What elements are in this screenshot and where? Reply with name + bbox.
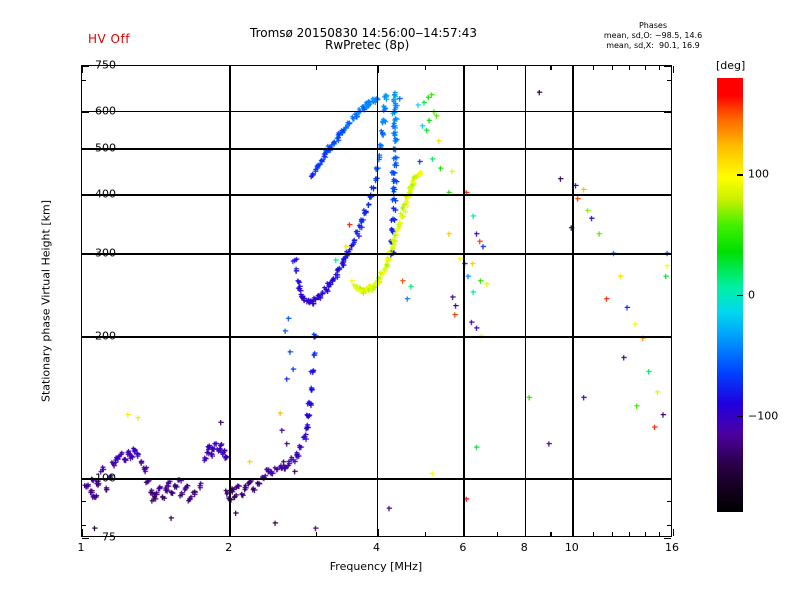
y-axis-tick bbox=[664, 479, 671, 481]
gridline-vertical bbox=[463, 66, 465, 536]
y-axis-tick bbox=[82, 80, 86, 82]
x-axis-tick-label: 10 bbox=[564, 541, 579, 554]
gridline-vertical bbox=[376, 66, 379, 536]
x-axis-tick bbox=[593, 532, 595, 536]
phase-stats-o-mode: mean, sd,O: −98.5, 14.6 bbox=[603, 31, 703, 40]
x-axis-tick bbox=[377, 529, 379, 536]
x-axis-tick-label: 6 bbox=[459, 541, 467, 554]
x-axis-tick-label: 4 bbox=[373, 541, 380, 554]
x-axis-tick bbox=[572, 529, 574, 536]
y-axis-tick bbox=[82, 111, 89, 113]
x-axis-tick bbox=[550, 66, 552, 70]
x-axis-tick bbox=[673, 529, 675, 536]
x-axis-tick bbox=[611, 532, 613, 536]
y-axis-tick bbox=[664, 149, 671, 151]
gridline-vertical bbox=[524, 66, 526, 536]
colorbar-unit-label: [deg] bbox=[716, 59, 746, 72]
x-axis-tick bbox=[316, 532, 318, 536]
colorbar-tick bbox=[737, 174, 743, 176]
x-axis-tick-label: 2 bbox=[225, 541, 233, 554]
x-axis-tick bbox=[644, 532, 646, 536]
y-axis-tick bbox=[664, 538, 671, 540]
y-axis-tick bbox=[82, 194, 89, 197]
x-axis-tick bbox=[628, 66, 630, 70]
x-axis-tick bbox=[316, 66, 318, 70]
x-axis-tick bbox=[550, 532, 552, 536]
x-axis-tick bbox=[82, 66, 84, 73]
x-axis-tick bbox=[525, 529, 527, 536]
x-axis-tick bbox=[377, 66, 379, 73]
x-axis-tick bbox=[572, 66, 574, 73]
phase-stats-x-mode: mean, sd,X: 90.1, 16.9 bbox=[606, 41, 700, 50]
colorbar-tick-label: −100 bbox=[748, 409, 779, 423]
x-axis-tick bbox=[425, 66, 427, 70]
ionogram-plot-area bbox=[81, 65, 675, 540]
x-axis-tick-label: 16 bbox=[665, 541, 679, 554]
y-axis-tick-label: 200 bbox=[95, 329, 116, 343]
x-axis-tick bbox=[229, 529, 231, 536]
colorbar-tick-label: 0 bbox=[748, 288, 755, 302]
x-axis-tick bbox=[463, 529, 466, 536]
y-axis-tick bbox=[664, 194, 671, 197]
y-axis-tick bbox=[82, 149, 89, 151]
gridline-horizontal bbox=[82, 336, 671, 338]
colorbar-tick bbox=[737, 295, 743, 297]
x-axis-tick bbox=[229, 66, 231, 73]
x-axis-tick bbox=[496, 66, 498, 70]
gridline-horizontal bbox=[82, 478, 671, 480]
y-axis-tick bbox=[664, 253, 671, 255]
chart-title-line2: RwPretec (8p) bbox=[325, 38, 410, 52]
y-axis-tick bbox=[664, 111, 671, 113]
x-axis-tick bbox=[425, 532, 427, 536]
y-axis-tick-label: 75 bbox=[102, 530, 116, 544]
phase-stats-heading: Phases bbox=[638, 21, 668, 30]
gridline-horizontal bbox=[82, 253, 671, 255]
gridline-horizontal bbox=[82, 110, 671, 113]
y-axis-tick bbox=[667, 524, 671, 526]
colorbar-tick bbox=[737, 415, 743, 417]
y-axis-tick-label: 100 bbox=[95, 471, 116, 485]
x-axis-tick bbox=[644, 66, 646, 70]
x-axis-tick bbox=[673, 66, 675, 73]
x-axis-tick bbox=[593, 66, 595, 70]
gridline-vertical bbox=[229, 66, 231, 536]
x-axis-tick-label: 1 bbox=[77, 541, 85, 554]
x-axis-tick bbox=[82, 529, 84, 536]
y-axis-tick bbox=[82, 538, 89, 540]
x-axis-tick bbox=[659, 66, 661, 70]
y-axis-tick bbox=[664, 336, 671, 339]
gridline-horizontal bbox=[82, 194, 671, 196]
y-axis-tick bbox=[82, 500, 86, 502]
gridline-vertical bbox=[572, 66, 574, 536]
y-axis-title: Stationary phase Virtual Height [km] bbox=[39, 199, 53, 403]
y-axis-tick bbox=[82, 66, 89, 68]
x-axis-tick bbox=[463, 66, 466, 73]
phase-statistics-block: Phases mean, sd,O: −98.5, 14.6 mean, sd,… bbox=[578, 21, 728, 51]
chart-title-line1: Tromsø 20150830 14:56:00‒14:57:43 bbox=[250, 26, 477, 40]
x-axis-tick bbox=[628, 532, 630, 536]
x-axis-title: Frequency [MHz] bbox=[329, 560, 423, 573]
x-axis-tick bbox=[611, 66, 613, 70]
y-axis-tick bbox=[82, 479, 89, 481]
y-axis-tick bbox=[667, 500, 671, 502]
y-axis-tick bbox=[664, 66, 671, 68]
x-axis-tick bbox=[525, 66, 527, 73]
y-axis-tick-label: 500 bbox=[95, 141, 116, 155]
y-axis-tick-label: 400 bbox=[95, 187, 116, 201]
gridline-horizontal bbox=[82, 148, 671, 150]
y-axis-tick bbox=[82, 524, 86, 526]
y-axis-tick bbox=[667, 80, 671, 82]
colorbar-tick-label: 100 bbox=[748, 167, 769, 181]
y-axis-tick bbox=[82, 253, 89, 255]
y-axis-tick-label: 300 bbox=[95, 246, 116, 260]
y-axis-tick bbox=[82, 336, 89, 339]
y-axis-tick-label: 600 bbox=[95, 104, 116, 118]
y-axis-tick-label: 750 bbox=[95, 58, 116, 72]
x-axis-tick bbox=[659, 532, 661, 536]
x-axis-tick bbox=[496, 532, 498, 536]
x-axis-tick-label: 8 bbox=[520, 541, 528, 554]
hv-off-status-label: HV Off bbox=[88, 32, 130, 46]
